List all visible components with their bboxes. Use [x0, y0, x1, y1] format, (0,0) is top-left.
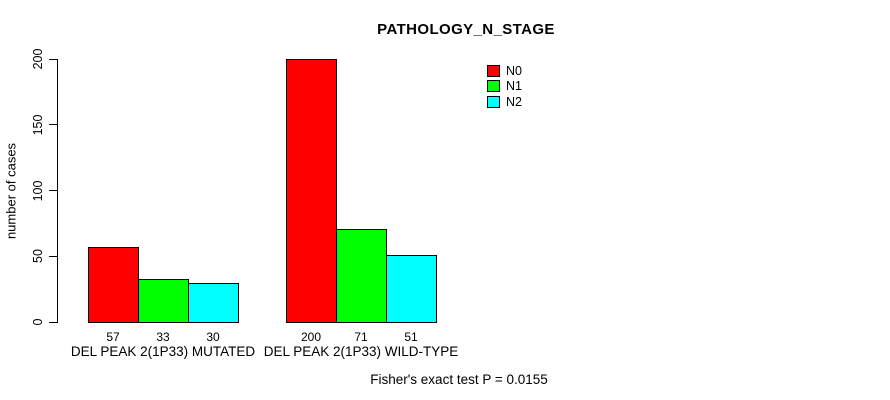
legend-item: N0 — [487, 63, 522, 79]
legend-item: N2 — [487, 94, 522, 110]
y-tick — [49, 190, 57, 191]
category-label: DEL PEAK 2(1P33) WILD-TYPE — [263, 344, 459, 359]
bar — [138, 278, 189, 323]
bar-value-label: 30 — [206, 330, 220, 344]
legend-swatch — [487, 64, 500, 77]
bar — [386, 254, 437, 323]
chart-title: PATHOLOGY_N_STAGE — [377, 21, 555, 38]
y-axis-line — [57, 59, 58, 323]
bar-value-label: 57 — [106, 330, 120, 344]
bar-value-label: 33 — [156, 330, 170, 344]
legend: N0 N1 N2 — [487, 63, 522, 110]
y-tick-label: 200 — [31, 48, 45, 70]
annotation-text: Fisher's exact test P = 0.0155 — [370, 372, 548, 387]
bar — [188, 282, 239, 323]
bar — [88, 247, 139, 323]
legend-swatch — [487, 80, 500, 93]
y-tick-label: 50 — [31, 249, 45, 264]
bar-value-label: 200 — [300, 330, 322, 344]
legend-label: N0 — [506, 63, 522, 78]
bar — [286, 59, 337, 323]
legend-swatch — [487, 95, 500, 108]
y-tick — [49, 124, 57, 126]
y-tick-label: 0 — [31, 318, 45, 326]
y-tick — [49, 58, 57, 60]
bar-value-label: 51 — [404, 330, 418, 344]
legend-label: N2 — [506, 94, 522, 109]
bar — [336, 228, 387, 323]
y-axis-label: number of cases — [3, 142, 19, 240]
y-tick-label: 100 — [31, 180, 45, 201]
bar-value-label: 71 — [354, 330, 368, 344]
category-label: DEL PEAK 2(1P33) MUTATED — [70, 344, 256, 359]
legend-item: N1 — [487, 79, 522, 95]
y-tick-label: 150 — [31, 114, 45, 136]
y-tick — [49, 255, 57, 257]
y-tick — [49, 321, 57, 323]
legend-label: N1 — [506, 79, 522, 94]
